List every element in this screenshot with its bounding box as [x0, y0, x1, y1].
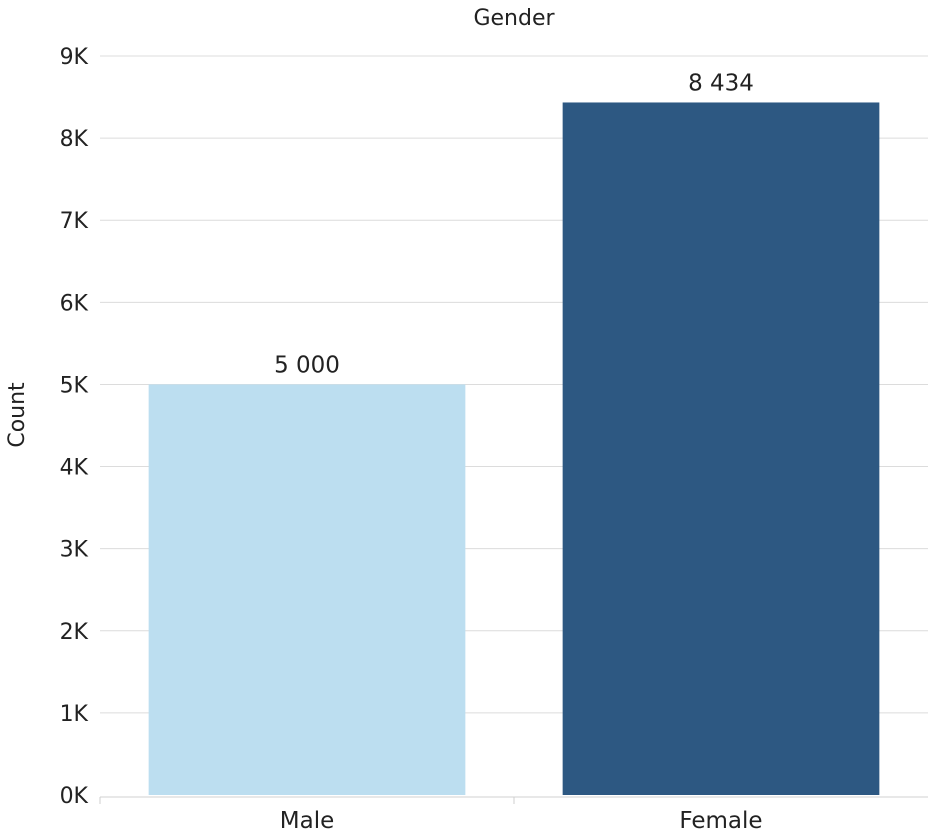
bar-male: [148, 384, 466, 795]
y-tick-label: 9K: [60, 45, 89, 70]
y-axis-title: Count: [5, 382, 30, 448]
bar-female: [562, 102, 880, 795]
y-tick-label: 8K: [60, 127, 89, 152]
data-label: 8 434: [688, 70, 754, 96]
x-tick-label: Female: [679, 808, 762, 834]
data-label: 5 000: [274, 352, 340, 378]
y-tick-label: 1K: [60, 702, 89, 727]
y-tick-label: 2K: [60, 620, 89, 645]
y-tick-label: 5K: [60, 373, 89, 398]
y-tick-label: 3K: [60, 538, 89, 563]
y-tick-label: 6K: [60, 291, 89, 316]
y-tick-label: 0K: [60, 784, 89, 809]
y-tick-label: 7K: [60, 209, 89, 234]
x-tick-label: Male: [280, 808, 334, 834]
y-tick-label: 4K: [60, 456, 89, 481]
axes: [99, 796, 928, 804]
bars: [148, 102, 880, 795]
labels: 0K 1K 2K 3K 4K 5K 6K 7K 8K 9K 5 000 Male 8 434 Female: [60, 45, 763, 834]
chart-title: Gender: [473, 6, 555, 31]
